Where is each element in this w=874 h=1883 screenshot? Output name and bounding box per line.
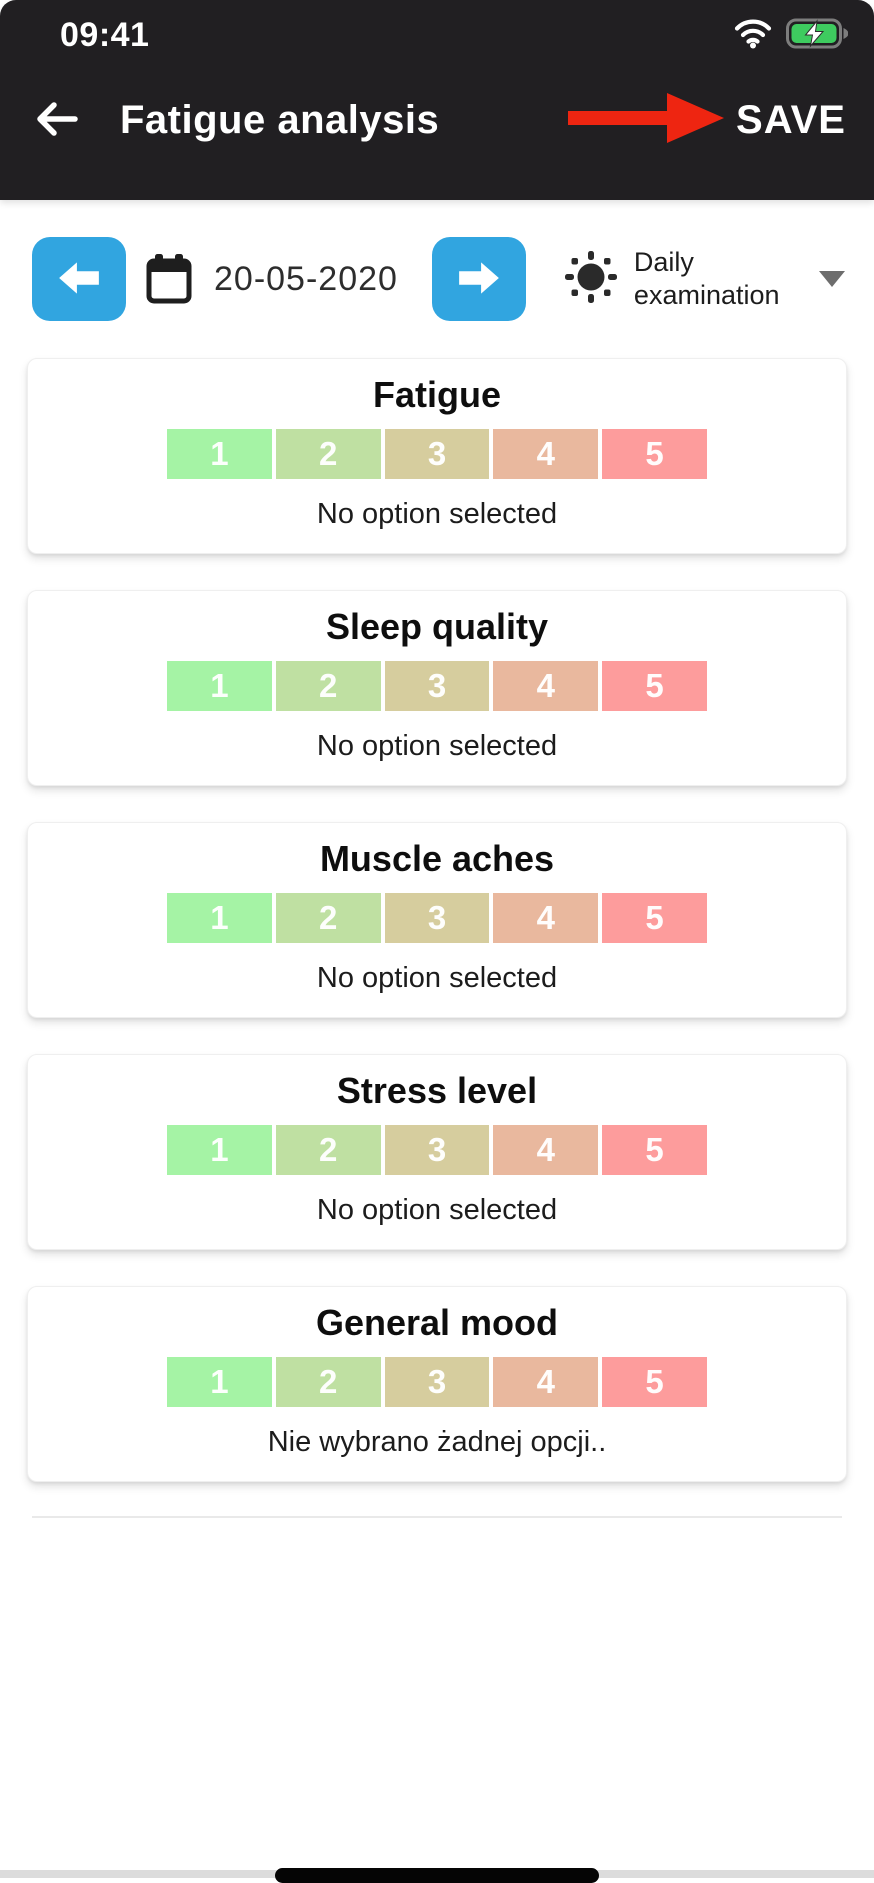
scale-option-2[interactable]: 2 [275,1357,381,1407]
scale-option-2[interactable]: 2 [275,893,381,943]
arrow-left-icon [56,259,102,300]
scale-option-5[interactable]: 5 [602,1357,707,1407]
rating-scale: 1 2 3 4 5 [167,1125,707,1175]
app-header: 09:41 [0,0,874,200]
card-title: Stress level [336,1070,538,1111]
arrow-right-icon [456,259,502,300]
annotation-arrow-icon [568,87,728,154]
scale-option-4[interactable]: 4 [493,429,599,479]
scale-option-2[interactable]: 2 [275,429,381,479]
exam-type-select[interactable]: Daily examination [562,246,849,312]
scale-option-1[interactable]: 1 [167,661,272,711]
status-bar: 09:41 [0,0,874,55]
selection-status: No option selected [316,730,558,762]
calendar-icon [146,253,192,305]
scale-option-1[interactable]: 1 [167,1357,272,1407]
scale-option-3[interactable]: 3 [384,1357,490,1407]
scale-option-4[interactable]: 4 [493,1125,599,1175]
next-day-button[interactable] [431,237,526,321]
date-toolbar: 20-05-2020 Daily examination [0,236,874,322]
scale-option-2[interactable]: 2 [275,661,381,711]
rating-scale: 1 2 3 4 5 [167,429,707,479]
scale-option-5[interactable]: 5 [602,429,707,479]
card-title: General mood [315,1302,559,1343]
card-sleep-quality: Sleep quality 1 2 3 4 5 No option select… [27,590,847,786]
rating-scale: 1 2 3 4 5 [167,893,707,943]
selection-status: No option selected [316,1194,558,1226]
wifi-icon [733,18,773,54]
card-title: Muscle aches [319,838,555,879]
back-button[interactable] [32,99,80,143]
scale-option-5[interactable]: 5 [602,1125,707,1175]
home-indicator[interactable] [275,1868,599,1883]
previous-day-button[interactable] [32,237,126,321]
scale-option-1[interactable]: 1 [167,1125,272,1175]
card-general-mood: General mood 1 2 3 4 5 Nie wybrano żadne… [27,1286,847,1482]
scale-option-1[interactable]: 1 [167,429,272,479]
sun-icon [562,248,620,311]
exam-type-label: Daily examination [633,247,780,310]
scale-option-4[interactable]: 4 [493,1357,599,1407]
card-fatigue: Fatigue 1 2 3 4 5 No option selected [27,358,847,554]
save-button[interactable]: SAVE [736,98,846,143]
scale-option-3[interactable]: 3 [384,893,490,943]
scale-option-3[interactable]: 3 [384,661,490,711]
card-title: Fatigue [372,374,501,415]
card-stress-level: Stress level 1 2 3 4 5 No option selecte… [27,1054,847,1250]
selection-status: Nie wybrano żadnej opcji.. [267,1426,607,1458]
rating-scale: 1 2 3 4 5 [167,1357,707,1407]
card-title: Sleep quality [325,606,549,647]
clock: 09:41 [60,16,150,54]
rating-scale: 1 2 3 4 5 [167,661,707,711]
scale-option-4[interactable]: 4 [493,893,599,943]
back-arrow-icon [34,99,78,142]
card-muscle-aches: Muscle aches 1 2 3 4 5 No option selecte… [27,822,847,1018]
scale-option-1[interactable]: 1 [167,893,272,943]
selection-status: No option selected [316,962,558,994]
scale-option-2[interactable]: 2 [275,1125,381,1175]
list-divider [32,1516,842,1518]
page-title: Fatigue analysis [120,98,440,143]
scale-option-5[interactable]: 5 [602,893,707,943]
caret-down-icon [818,271,845,287]
status-icons [733,18,849,54]
scale-option-4[interactable]: 4 [493,661,599,711]
battery-charging-icon [786,18,849,54]
scale-option-5[interactable]: 5 [602,661,707,711]
scale-option-3[interactable]: 3 [384,1125,490,1175]
selected-date[interactable]: 20-05-2020 [214,259,398,298]
selection-status: No option selected [316,498,558,530]
nav-bar: Fatigue analysis SAVE [0,71,874,200]
scale-option-3[interactable]: 3 [384,429,490,479]
